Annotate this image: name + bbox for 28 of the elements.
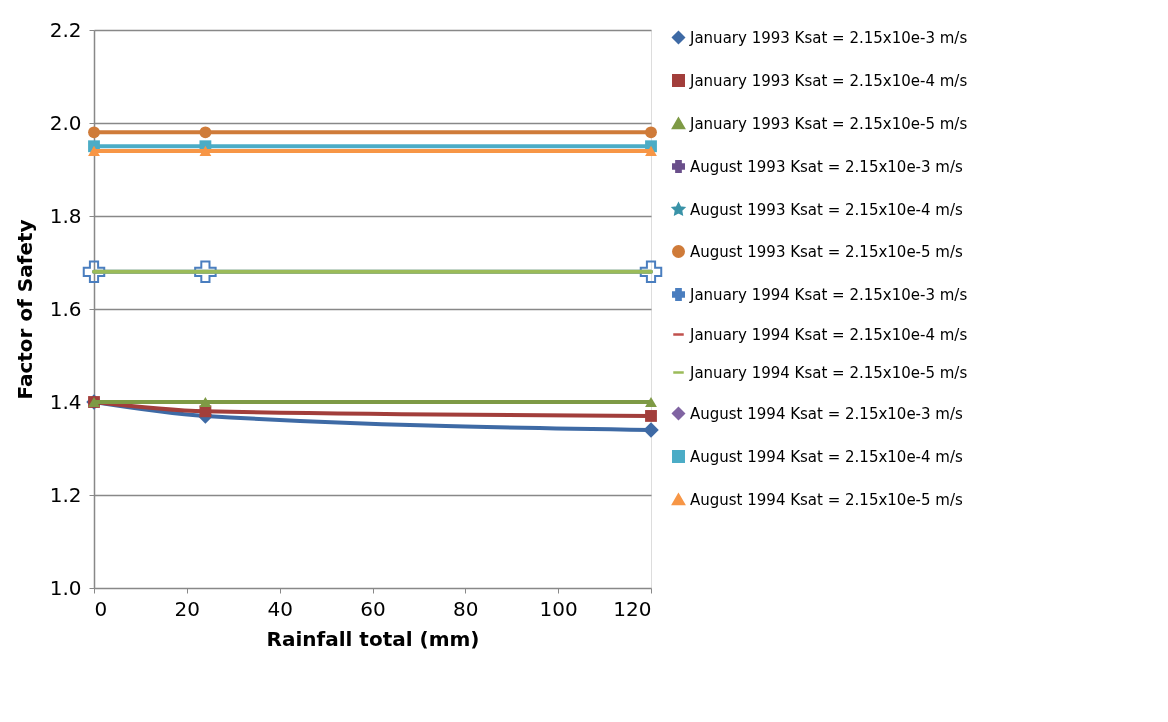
- legend-label: August 1993 Ksat = 2.15x10e-4 m/s: [690, 200, 964, 219]
- x-tick-label: 40: [267, 596, 293, 621]
- legend-label: January 1993 Ksat = 2.15x10e-4 m/s: [689, 71, 968, 90]
- x-tick-label: 60: [360, 596, 386, 621]
- y-tick-label: 2.0: [49, 110, 82, 135]
- legend-label: January 1993 Ksat = 2.15x10e-5 m/s: [689, 114, 968, 133]
- x-tick-label: 120: [613, 596, 652, 621]
- y-tick-label: 1.0: [49, 575, 82, 600]
- y-tick-label: 1.6: [49, 296, 82, 321]
- x-axis-title: Rainfall total (mm): [266, 626, 480, 651]
- legend-label: August 1994 Ksat = 2.15x10e-4 m/s: [690, 447, 964, 466]
- legend-label: January 1994 Ksat = 2.15x10e-4 m/s: [689, 325, 968, 344]
- y-tick-label: 2.2: [49, 17, 82, 42]
- legend-label: August 1994 Ksat = 2.15x10e-3 m/s: [690, 404, 964, 423]
- x-tick-label: 0: [94, 596, 108, 621]
- legend-label: August 1993 Ksat = 2.15x10e-5 m/s: [690, 242, 964, 261]
- legend-label: January 1994 Ksat = 2.15x10e-3 m/s: [689, 285, 968, 304]
- x-tick-label: 20: [174, 596, 201, 621]
- y-tick-label: 1.2: [49, 482, 82, 507]
- y-tick-label: 1.8: [49, 203, 82, 228]
- legend-label: August 1993 Ksat = 2.15x10e-3 m/s: [690, 157, 964, 176]
- legend-label: January 1994 Ksat = 2.15x10e-5 m/s: [689, 363, 968, 382]
- x-tick-label: 100: [539, 596, 578, 621]
- legend-label: August 1994 Ksat = 2.15x10e-5 m/s: [690, 490, 964, 509]
- x-tick-label: 80: [453, 596, 479, 621]
- legend-label: January 1993 Ksat = 2.15x10e-3 m/s: [689, 28, 968, 47]
- y-axis-title: Factor of Safety: [12, 219, 37, 400]
- y-tick-label: 1.4: [49, 389, 82, 414]
